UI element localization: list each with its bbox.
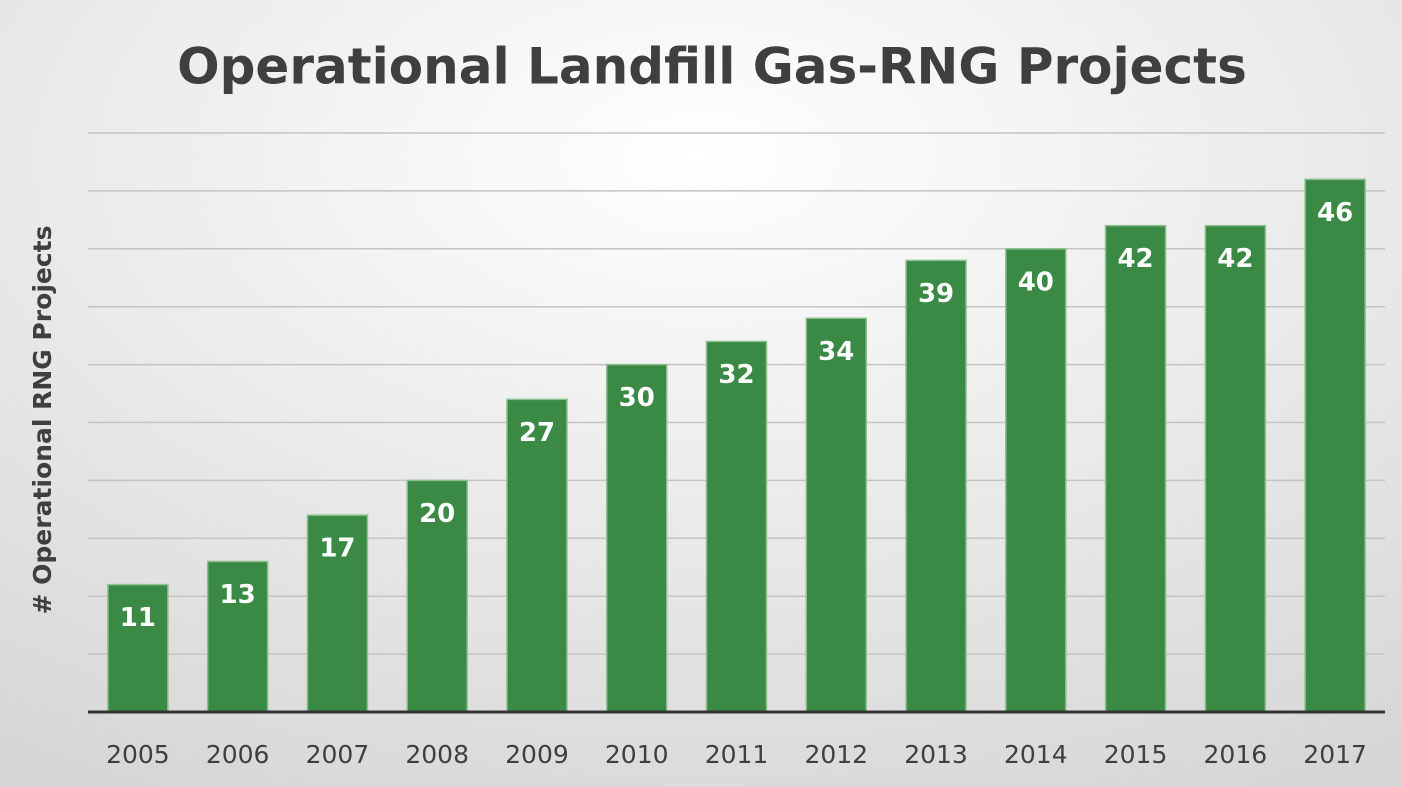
x-tick-label: 2012 bbox=[804, 740, 868, 769]
bar bbox=[306, 514, 369, 713]
value-label: 42 bbox=[1217, 244, 1253, 274]
bar bbox=[605, 363, 668, 713]
value-label: 11 bbox=[120, 603, 156, 633]
bar bbox=[107, 583, 169, 713]
x-tick-label: 2007 bbox=[306, 740, 370, 769]
value-label: 34 bbox=[818, 337, 854, 367]
x-tick-label: 2016 bbox=[1204, 740, 1268, 769]
value-label: 42 bbox=[1117, 244, 1153, 274]
value-label: 39 bbox=[918, 279, 954, 309]
bar bbox=[805, 317, 868, 713]
value-label: 40 bbox=[1018, 267, 1054, 297]
y-axis-label: # Operational RNG Projects bbox=[28, 226, 57, 615]
x-tick-label: 2015 bbox=[1104, 740, 1168, 769]
x-tick-label: 2017 bbox=[1303, 740, 1367, 769]
x-tick-label: 2006 bbox=[206, 740, 270, 769]
x-tick-label: 2014 bbox=[1004, 740, 1068, 769]
bar bbox=[705, 340, 768, 713]
x-tick-label: 2009 bbox=[505, 740, 569, 769]
value-label: 27 bbox=[519, 418, 555, 448]
value-label: 13 bbox=[220, 580, 256, 610]
value-label: 20 bbox=[419, 499, 455, 529]
value-label: 46 bbox=[1317, 198, 1353, 228]
bar bbox=[1104, 224, 1167, 713]
value-label: 17 bbox=[319, 534, 355, 564]
x-tick-label: 2005 bbox=[106, 740, 170, 769]
value-label: 30 bbox=[619, 383, 655, 413]
x-tick-label: 2011 bbox=[705, 740, 769, 769]
bar bbox=[506, 398, 568, 713]
chart-title: Operational Landfill Gas-RNG Projects bbox=[177, 38, 1247, 96]
value-label: 32 bbox=[718, 360, 754, 390]
x-tick-label: 2010 bbox=[605, 740, 669, 769]
bar bbox=[905, 259, 967, 713]
x-tick-label: 2013 bbox=[904, 740, 968, 769]
x-tick-label: 2008 bbox=[405, 740, 469, 769]
bar bbox=[1304, 178, 1366, 713]
bar bbox=[1204, 224, 1267, 713]
bar bbox=[1005, 248, 1067, 713]
